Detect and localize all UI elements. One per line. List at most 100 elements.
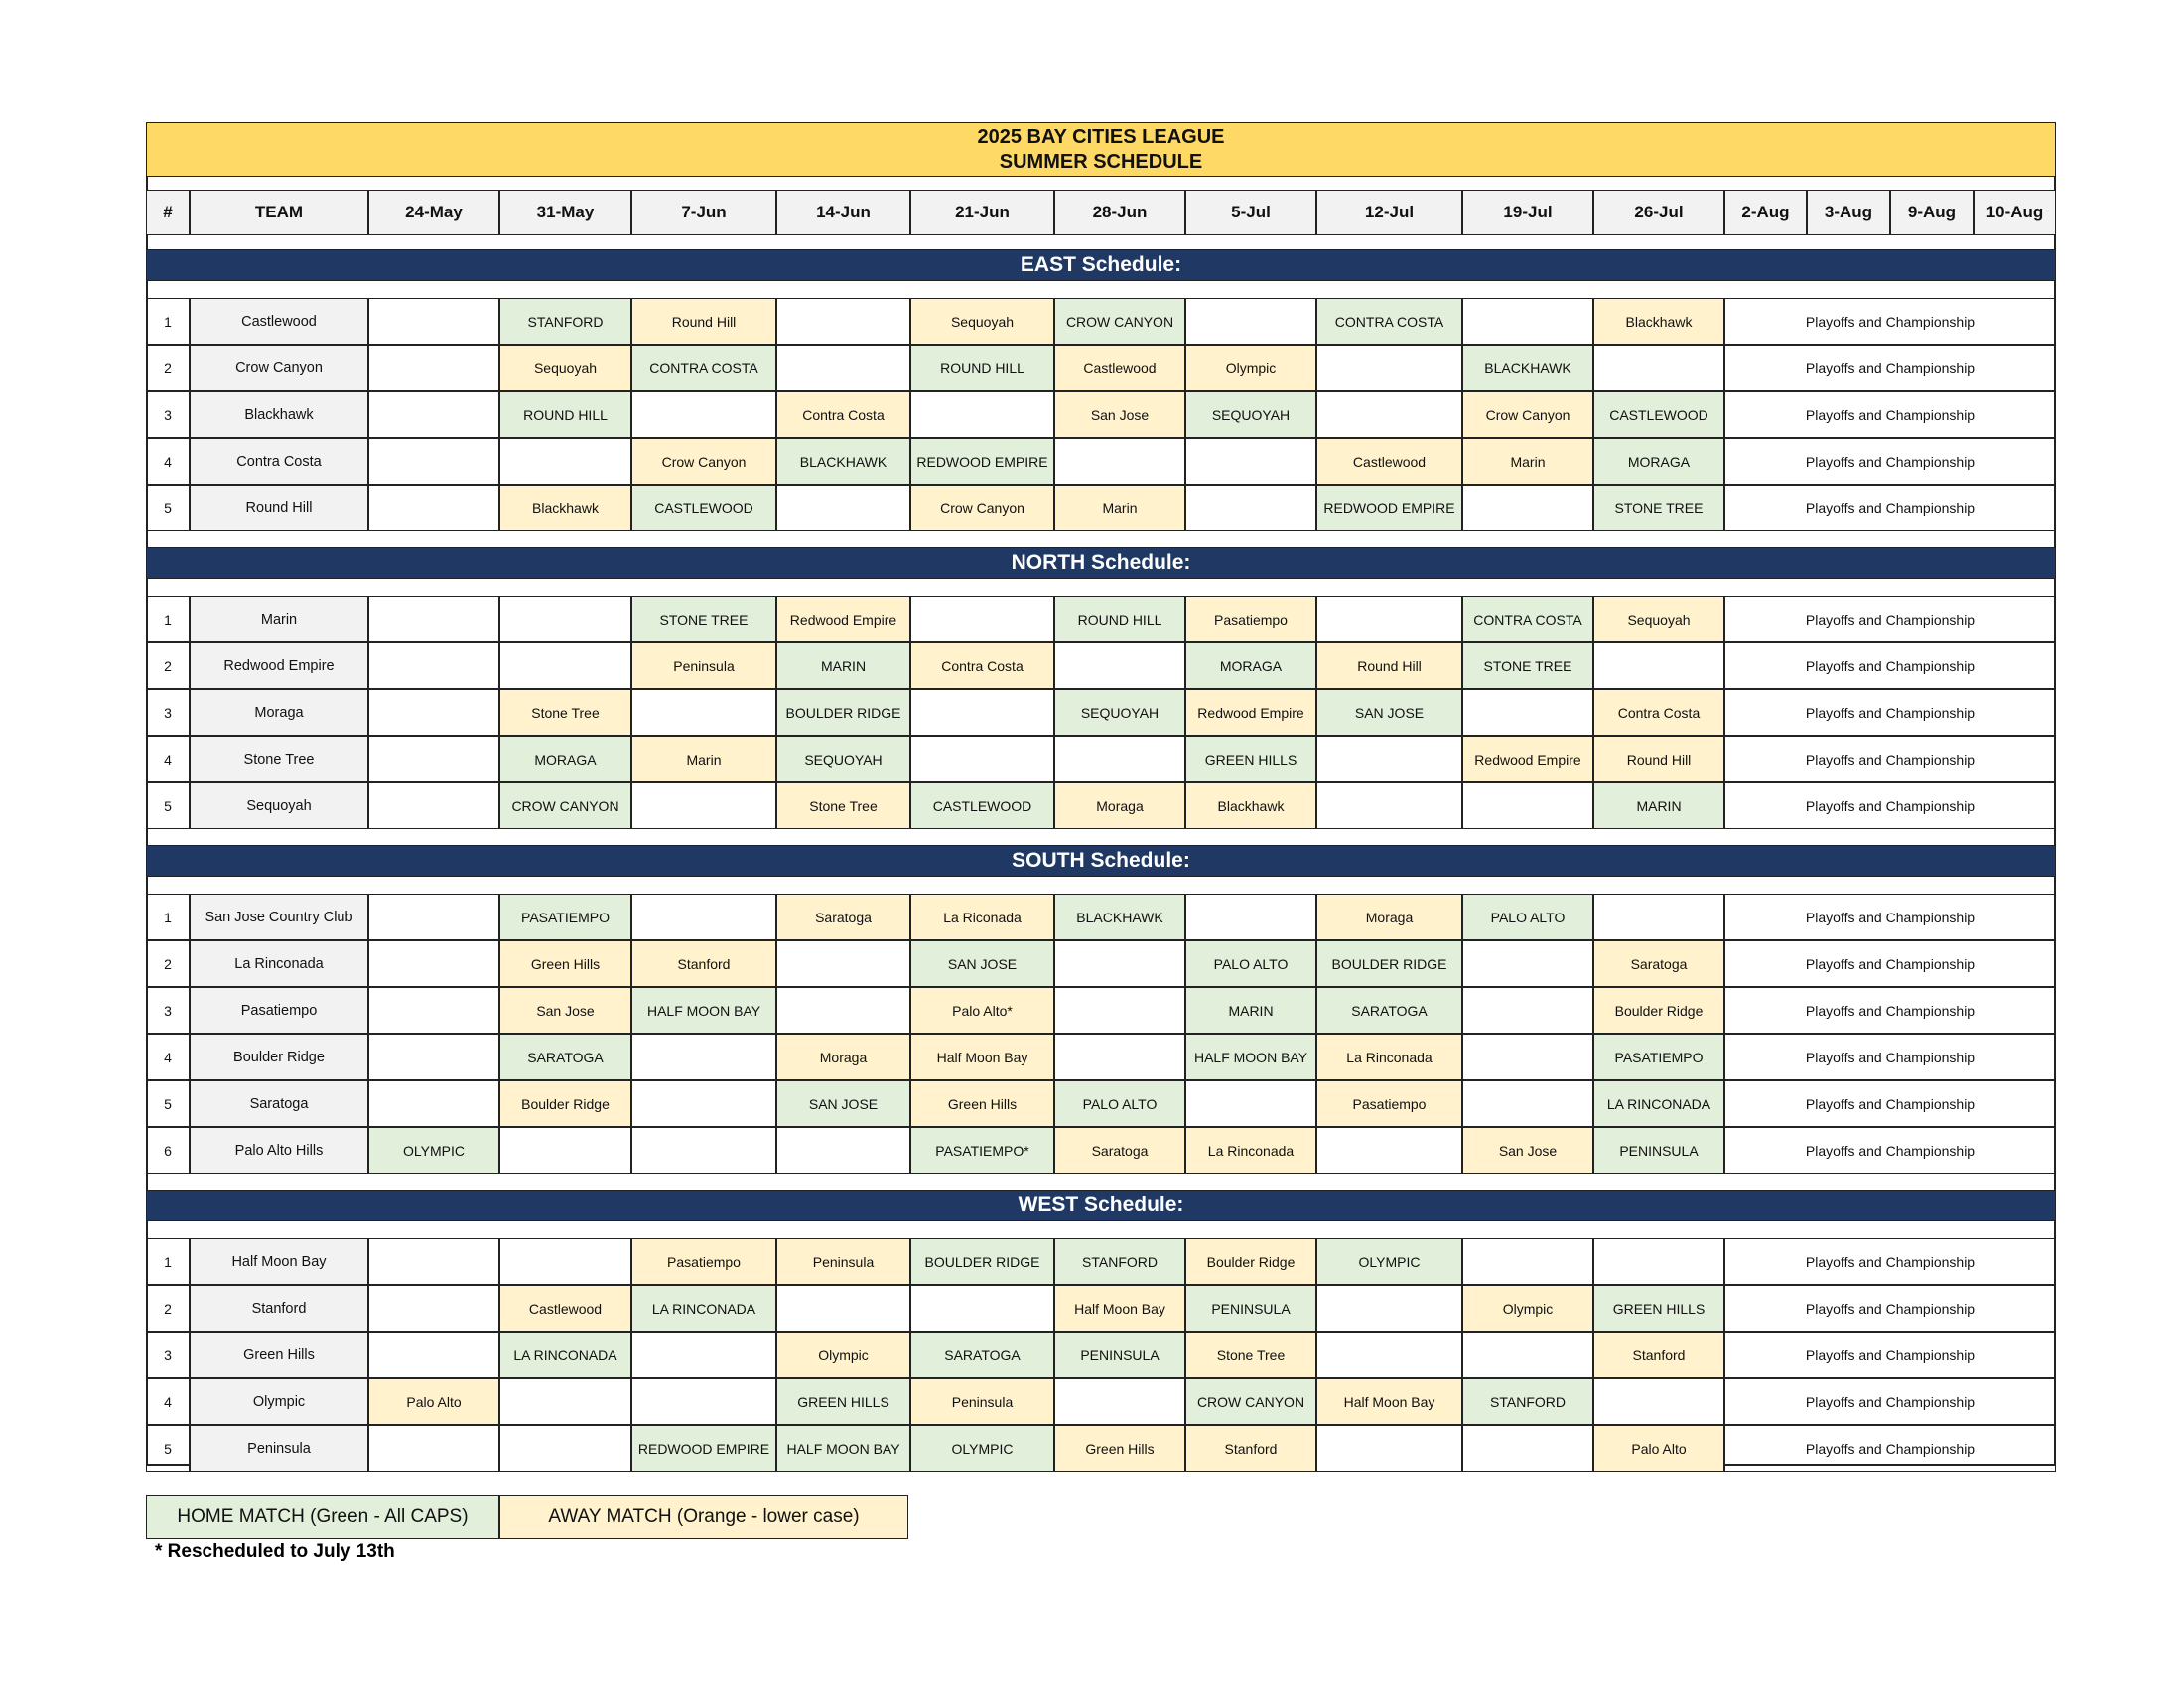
match-cell: PASATIEMPO: [499, 894, 631, 940]
section-bar: EAST Schedule:: [146, 249, 2056, 281]
playoffs-cell: Playoffs and Championship: [1724, 736, 2056, 782]
match-cell: REDWOOD EMPIRE: [910, 438, 1054, 485]
match-cell: Boulder Ridge: [499, 1080, 631, 1127]
match-cell: Saratoga: [776, 894, 910, 940]
match-cell: SARATOGA: [910, 1332, 1054, 1378]
row-number: 3: [146, 987, 190, 1034]
match-cell: CONTRA COSTA: [1316, 298, 1462, 345]
match-cell: Saratoga: [1593, 940, 1724, 987]
match-cell: [631, 782, 776, 829]
match-cell: Moraga: [1316, 894, 1462, 940]
team-name: Green Hills: [190, 1332, 368, 1378]
header-cell: 12-Jul: [1316, 190, 1462, 235]
match-cell: [1462, 1332, 1593, 1378]
match-cell: La Rinconada: [1316, 1034, 1462, 1080]
team-name: Half Moon Bay: [190, 1238, 368, 1285]
row-number: 4: [146, 1034, 190, 1080]
match-cell: [368, 689, 499, 736]
match-cell: [368, 736, 499, 782]
match-cell: [499, 1238, 631, 1285]
match-cell: [1593, 1378, 1724, 1425]
row-number: 3: [146, 689, 190, 736]
playoffs-cell: Playoffs and Championship: [1724, 1378, 2056, 1425]
match-cell: BOULDER RIDGE: [910, 1238, 1054, 1285]
match-cell: GREEN HILLS: [1593, 1285, 1724, 1332]
match-cell: CROW CANYON: [1054, 298, 1185, 345]
playoffs-cell: Playoffs and Championship: [1724, 1127, 2056, 1174]
team-name: Boulder Ridge: [190, 1034, 368, 1080]
match-cell: [368, 782, 499, 829]
match-cell: Pasatiempo: [1185, 596, 1316, 642]
match-cell: BOULDER RIDGE: [1316, 940, 1462, 987]
match-cell: BOULDER RIDGE: [776, 689, 910, 736]
match-cell: Stone Tree: [776, 782, 910, 829]
match-cell: SEQUOYAH: [1054, 689, 1185, 736]
team-name: Blackhawk: [190, 391, 368, 438]
match-cell: [631, 1127, 776, 1174]
match-cell: [368, 1238, 499, 1285]
match-cell: Olympic: [776, 1332, 910, 1378]
match-cell: SAN JOSE: [776, 1080, 910, 1127]
team-name: La Rinconada: [190, 940, 368, 987]
match-cell: STANFORD: [1054, 1238, 1185, 1285]
match-cell: Half Moon Bay: [1054, 1285, 1185, 1332]
match-cell: Blackhawk: [1593, 298, 1724, 345]
match-cell: BLACKHAWK: [1462, 345, 1593, 391]
match-cell: ROUND HILL: [499, 391, 631, 438]
match-cell: PENINSULA: [1054, 1332, 1185, 1378]
match-cell: [776, 298, 910, 345]
header-cell: 21-Jun: [910, 190, 1054, 235]
match-cell: HALF MOON BAY: [776, 1425, 910, 1472]
legend-away: AWAY MATCH (Orange - lower case): [499, 1495, 908, 1539]
match-cell: [631, 391, 776, 438]
match-cell: [499, 438, 631, 485]
match-cell: [1054, 438, 1185, 485]
match-cell: Palo Alto*: [910, 987, 1054, 1034]
header-cell: #: [146, 190, 190, 235]
match-cell: Marin: [1462, 438, 1593, 485]
match-cell: OLYMPIC: [368, 1127, 499, 1174]
team-name: Stanford: [190, 1285, 368, 1332]
match-cell: [1462, 1034, 1593, 1080]
match-cell: Saratoga: [1054, 1127, 1185, 1174]
match-cell: [1185, 438, 1316, 485]
match-cell: [1316, 345, 1462, 391]
match-cell: LA RINCONADA: [631, 1285, 776, 1332]
match-cell: [499, 642, 631, 689]
match-cell: [368, 298, 499, 345]
match-cell: [1185, 1080, 1316, 1127]
header-cell: 19-Jul: [1462, 190, 1593, 235]
match-cell: Stone Tree: [499, 689, 631, 736]
match-cell: Pasatiempo: [1316, 1080, 1462, 1127]
match-cell: Peninsula: [910, 1378, 1054, 1425]
match-cell: Round Hill: [1316, 642, 1462, 689]
row-number: 4: [146, 736, 190, 782]
match-cell: [1593, 345, 1724, 391]
row-number: 1: [146, 298, 190, 345]
match-cell: San Jose: [1054, 391, 1185, 438]
match-cell: [1462, 782, 1593, 829]
playoffs-cell: Playoffs and Championship: [1724, 438, 2056, 485]
match-cell: CROW CANYON: [499, 782, 631, 829]
match-cell: [910, 391, 1054, 438]
match-cell: Redwood Empire: [776, 596, 910, 642]
match-cell: ROUND HILL: [910, 345, 1054, 391]
header-cell: 10-Aug: [1974, 190, 2056, 235]
team-name: Contra Costa: [190, 438, 368, 485]
team-name: Castlewood: [190, 298, 368, 345]
match-cell: [499, 1127, 631, 1174]
match-cell: [776, 345, 910, 391]
match-cell: MARIN: [776, 642, 910, 689]
match-cell: CASTLEWOOD: [910, 782, 1054, 829]
match-cell: REDWOOD EMPIRE: [631, 1425, 776, 1472]
title-line: SUMMER SCHEDULE: [999, 150, 1203, 173]
match-cell: SEQUOYAH: [776, 736, 910, 782]
match-cell: Contra Costa: [1593, 689, 1724, 736]
match-cell: PALO ALTO: [1185, 940, 1316, 987]
match-cell: OLYMPIC: [910, 1425, 1054, 1472]
header-cell: 3-Aug: [1807, 190, 1890, 235]
match-cell: MORAGA: [1185, 642, 1316, 689]
section-bar: NORTH Schedule:: [146, 547, 2056, 579]
match-cell: OLYMPIC: [1316, 1238, 1462, 1285]
match-cell: [368, 596, 499, 642]
